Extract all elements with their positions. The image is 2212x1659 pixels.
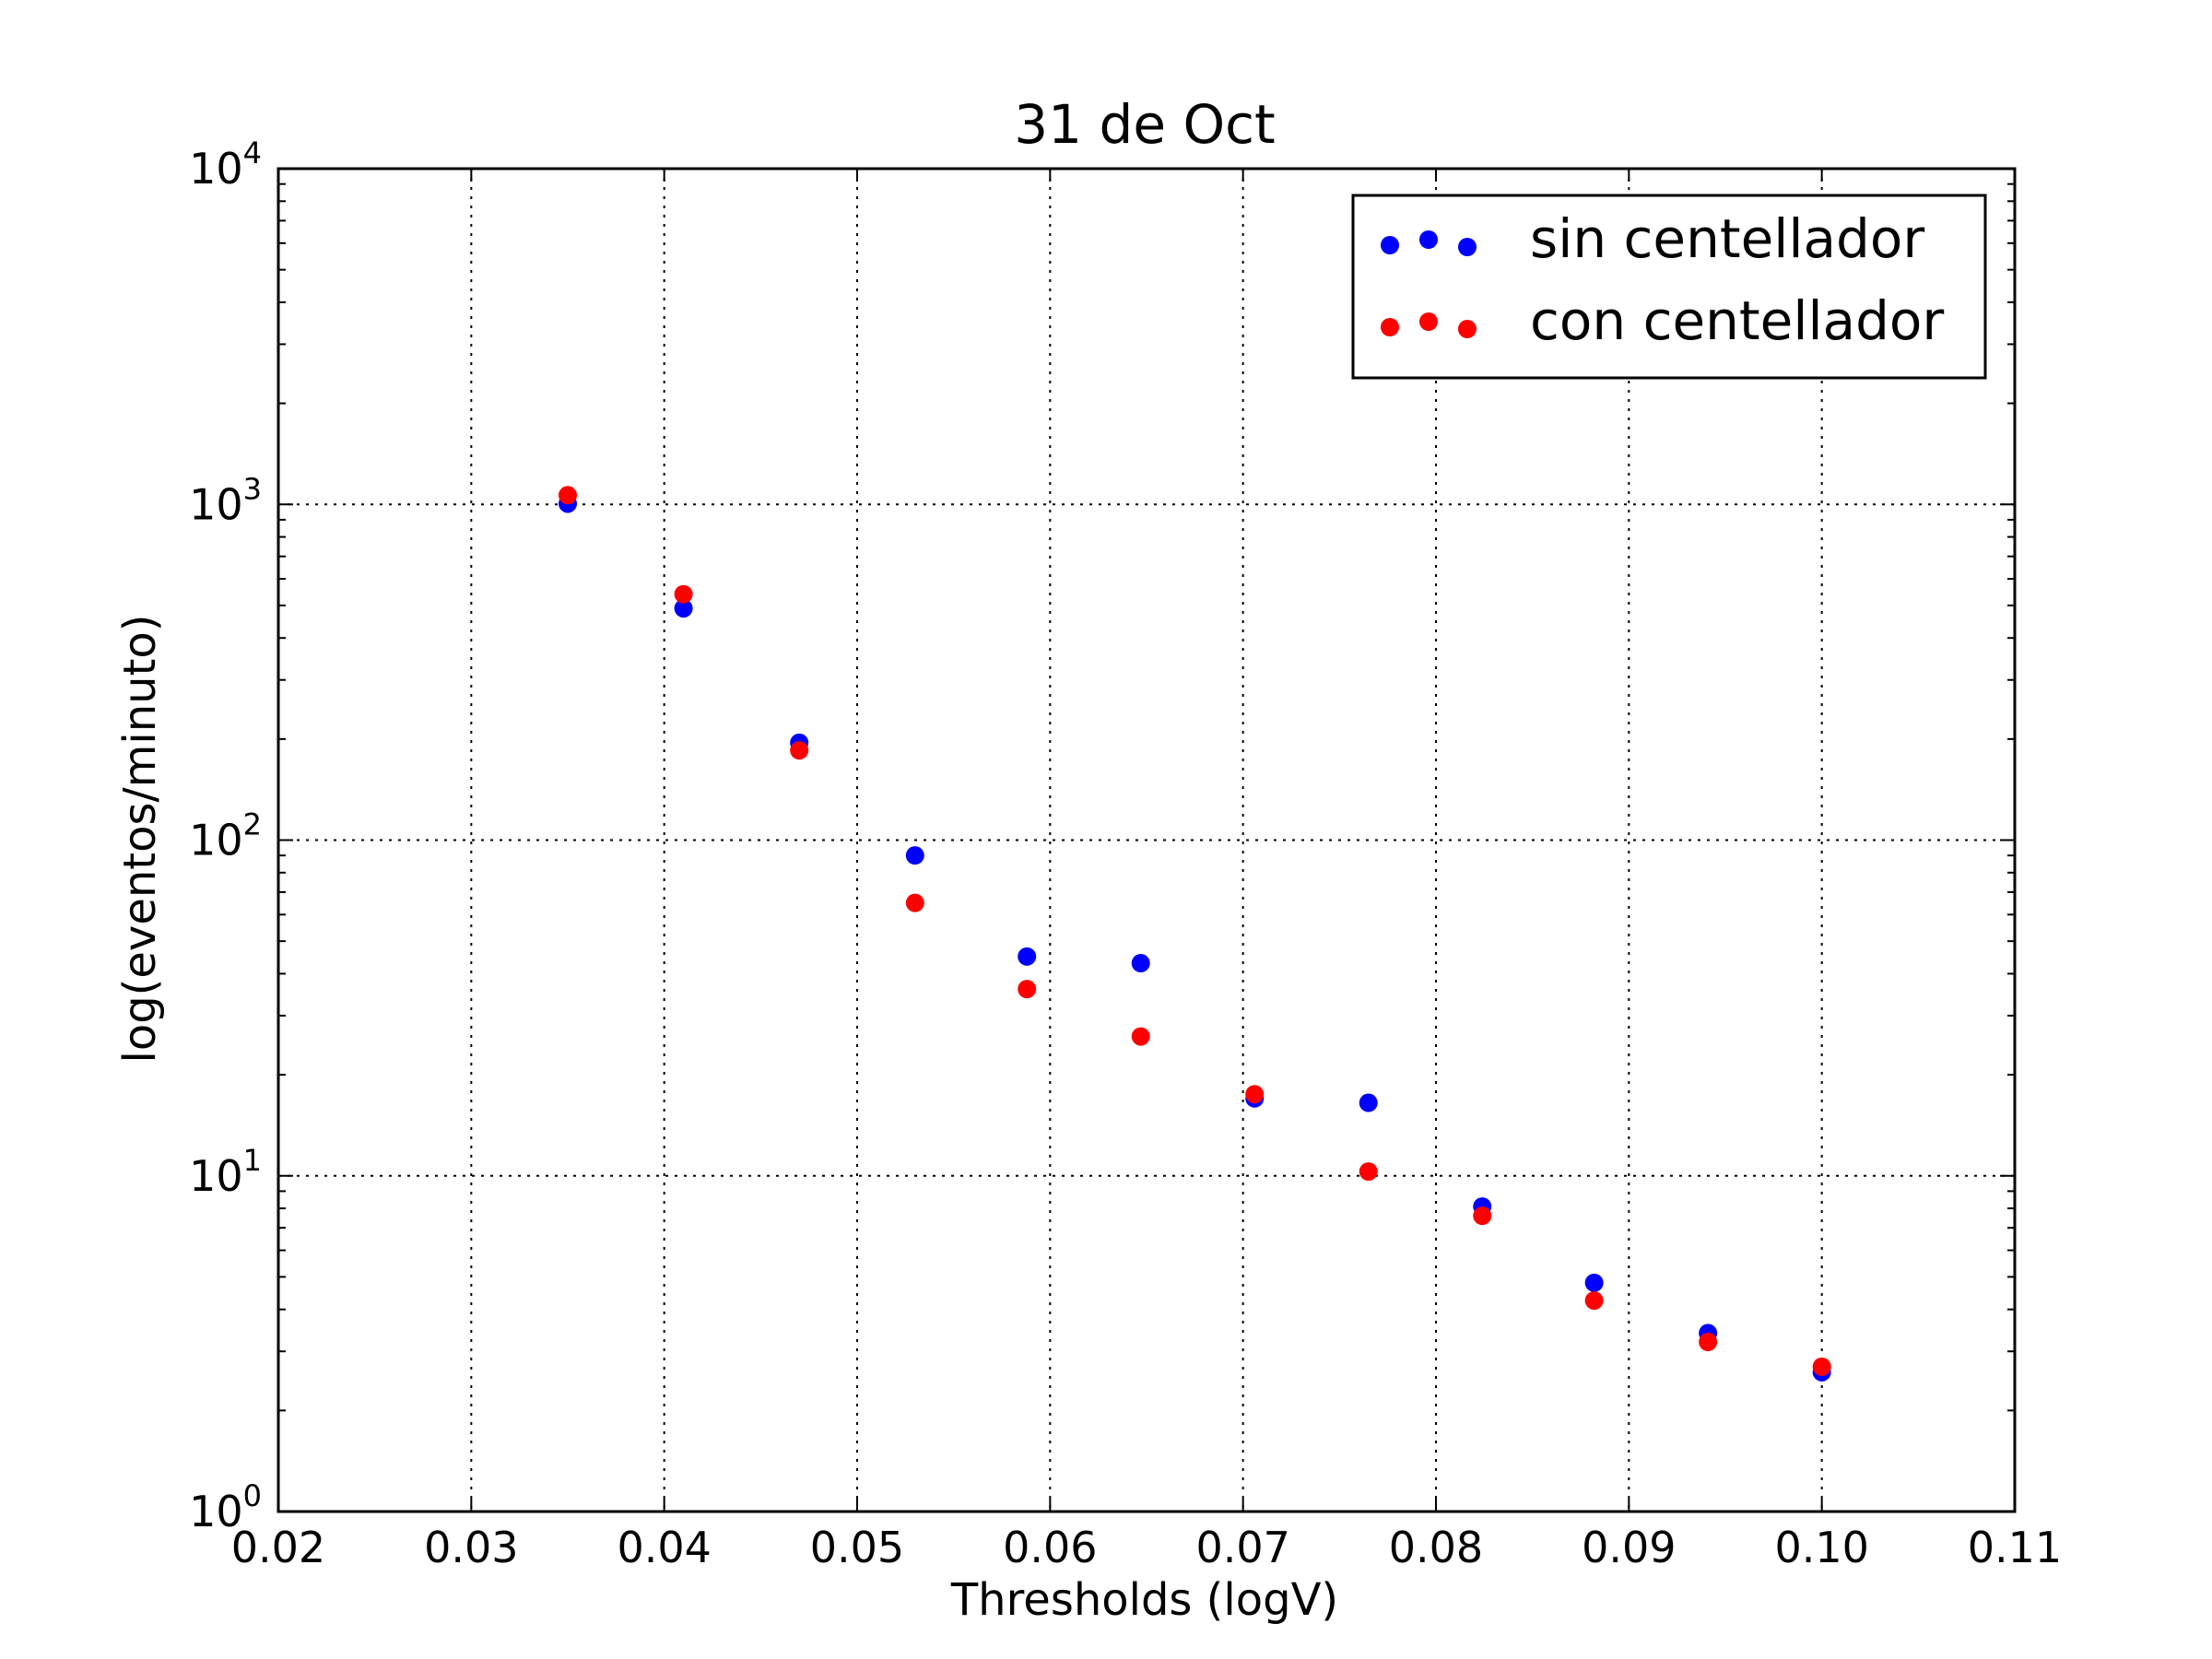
y-tick-label: 102 — [189, 807, 262, 865]
x-tick-label: 0.09 — [1582, 1523, 1676, 1572]
y-tick-label: 103 — [189, 471, 262, 529]
series-2-point — [1245, 1085, 1265, 1104]
series-2-point — [1473, 1206, 1492, 1226]
series-2-point — [1699, 1332, 1718, 1351]
plot-frame — [276, 167, 2017, 1513]
x-tick-label: 0.02 — [231, 1523, 325, 1572]
legend-marker — [1419, 312, 1438, 331]
legend-marker — [1381, 236, 1399, 254]
y-axis-label: log(eventos/minuto) — [114, 614, 166, 1063]
series-2-point — [790, 741, 809, 760]
chart-title: 31 de Oct — [1014, 93, 1275, 156]
legend-marker — [1458, 238, 1477, 256]
legend-marker — [1419, 230, 1438, 249]
series-2-point — [1584, 1291, 1604, 1311]
y-tick-labels: 100 101 102 103 104 — [189, 135, 262, 1536]
series-2-point — [1018, 980, 1037, 999]
x-tick-label: 0.05 — [810, 1523, 904, 1572]
x-tick-label: 0.08 — [1389, 1523, 1483, 1572]
series-1-point — [905, 846, 924, 865]
series-1-point — [1018, 947, 1037, 966]
series-2-point — [1812, 1357, 1831, 1376]
legend: sin centellador con centellador — [1351, 194, 1987, 380]
series-1-point — [1584, 1273, 1604, 1292]
y-tick-label: 100 — [189, 1478, 262, 1536]
legend-label: sin centellador — [1530, 207, 1924, 270]
grid-lines — [278, 169, 2015, 1512]
legend-marker — [1458, 320, 1477, 338]
legend-label: con centellador — [1530, 289, 1944, 352]
x-axis-label: Thresholds (logV) — [950, 1574, 1338, 1626]
series-2-point — [1359, 1162, 1378, 1182]
x-tick-labels: 0.02 0.03 0.04 0.05 0.06 0.07 0.08 0.09 0.10 0.11 — [231, 1523, 2062, 1572]
series-2-point — [674, 584, 693, 604]
x-tick-label: 0.06 — [1003, 1523, 1097, 1572]
series-2-point — [559, 486, 577, 505]
series-2-point — [905, 893, 924, 912]
x-tick-label: 0.11 — [1968, 1523, 2062, 1572]
x-tick-label: 0.04 — [617, 1523, 711, 1572]
x-tick-label: 0.07 — [1195, 1523, 1289, 1572]
series-2-point — [1131, 1027, 1150, 1046]
x-tick-label: 0.10 — [1774, 1523, 1868, 1572]
legend-box — [1351, 194, 1987, 380]
series-1-point — [1359, 1093, 1378, 1112]
legend-marker — [1381, 318, 1399, 336]
y-tick-label: 104 — [189, 135, 262, 194]
y-tick-label: 101 — [189, 1143, 262, 1201]
series-1-point — [1131, 954, 1150, 973]
x-tick-label: 0.03 — [424, 1523, 518, 1572]
series-1-point — [674, 599, 693, 618]
data-points — [559, 486, 1831, 1382]
